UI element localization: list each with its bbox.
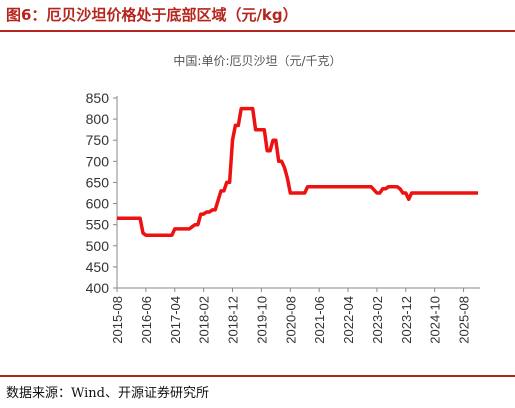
price-series-line [117,106,478,237]
x-tick-label: 2023-02 [370,296,385,344]
source-rule [0,375,515,377]
y-tick-label: 650 [86,174,110,190]
x-tick-label: 2017-04 [168,296,183,344]
y-axis-ticks: 400 450 500 550 600 650 700 750 800 850 [86,90,117,296]
y-tick-label: 700 [86,153,110,169]
y-tick-label: 450 [86,259,110,275]
y-tick-label: 400 [86,280,110,296]
series-group [117,106,478,237]
x-tick-label: 2018-12 [226,296,241,344]
y-tick-label: 750 [86,132,110,148]
y-tick-label: 500 [86,238,110,254]
x-tick-label: 2023-12 [399,296,414,344]
x-axis-ticks: 2015-08 2016-06 2017-04 2018-02 2018-12 2019-… [110,288,472,344]
chart-axes [116,96,480,289]
x-tick-label: 2019-10 [254,296,269,344]
x-tick-label: 2020-08 [283,296,298,344]
y-tick-label: 600 [86,196,110,212]
source-note: 数据来源：Wind、开源证券研究所 [6,386,209,401]
x-tick-label: 2024-10 [428,296,443,344]
y-tick-label: 850 [86,90,110,106]
x-tick-label: 2015-08 [110,296,125,344]
y-tick-label: 550 [86,217,110,233]
x-tick-label: 2022-04 [341,296,356,344]
x-tick-label: 2021-06 [312,296,327,344]
y-tick-label: 800 [86,111,110,127]
x-tick-label: 2016-06 [139,296,154,344]
x-tick-label: 2018-02 [197,296,212,344]
figure-title: 图6：厄贝沙坦价格处于底部区域（元/kg） [6,6,298,24]
x-tick-label: 2025-08 [457,296,472,344]
chart-title: 中国:单价:厄贝沙坦（元/千克） [173,54,342,68]
title-rule [0,30,515,32]
